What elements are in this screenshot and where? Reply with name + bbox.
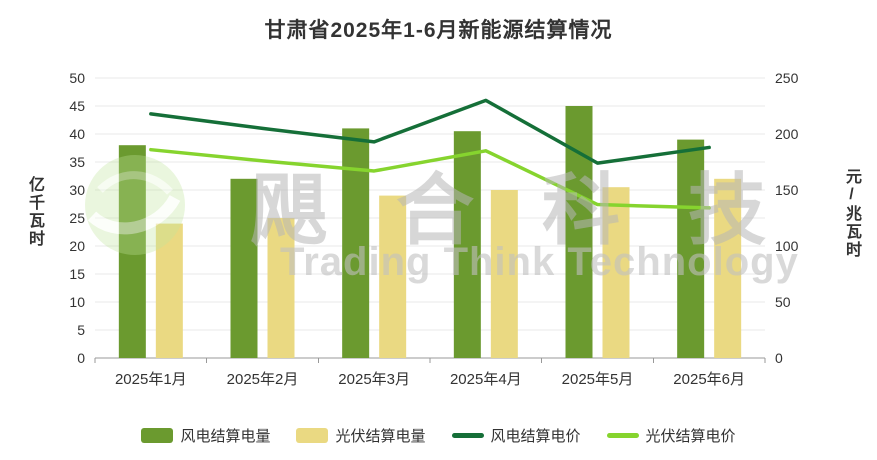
line-wind-price[interactable] xyxy=(149,98,711,165)
legend-label: 风电结算电量 xyxy=(180,428,271,445)
chart-title: 甘肃省2025年1-6月新能源结算情况 xyxy=(264,19,613,42)
bar-pv-volume[interactable] xyxy=(379,195,407,358)
left-axis-title: 亿千瓦时 xyxy=(26,176,43,248)
bar-pv-volume[interactable] xyxy=(490,190,518,358)
right-axis-tick-label: 100 xyxy=(775,238,799,254)
bar-wind-volume[interactable] xyxy=(677,139,705,358)
legend-item[interactable]: 风电结算电价 xyxy=(451,425,581,446)
left-axis-tick-label: 35 xyxy=(69,154,85,170)
left-axis-tick-label: 30 xyxy=(69,182,85,198)
bar-wind-volume[interactable] xyxy=(118,145,146,358)
right-axis-tick-label: 200 xyxy=(775,126,799,142)
legend-label: 光伏结算电量 xyxy=(335,428,426,445)
bar-wind-volume[interactable] xyxy=(230,178,258,358)
bar-wind-volume[interactable] xyxy=(342,128,370,358)
right-axis-tick-label: 150 xyxy=(775,182,799,198)
x-axis-category-label: 2025年1月 xyxy=(115,371,187,388)
bar-wind-volume[interactable] xyxy=(565,106,593,358)
bar-pv-volume[interactable] xyxy=(155,223,183,358)
left-axis-tick-label: 10 xyxy=(69,294,85,310)
left-axis-tick-label: 40 xyxy=(69,126,85,142)
right-axis-tick-label: 250 xyxy=(775,70,799,86)
bar-pv-volume[interactable] xyxy=(602,187,630,358)
legend-bar-marker xyxy=(141,428,174,443)
bar-wind-volume[interactable] xyxy=(453,131,481,358)
legend-item[interactable]: 风电结算电量 xyxy=(141,425,270,446)
x-axis-category-label: 2025年3月 xyxy=(338,371,410,388)
x-axis-category-label: 2025年2月 xyxy=(227,371,299,388)
x-axis-category-label: 2025年5月 xyxy=(562,371,634,388)
legend-bar-marker xyxy=(296,428,329,443)
left-axis-tick-label: 20 xyxy=(69,238,85,254)
left-axis-tick-label: 0 xyxy=(77,350,85,366)
x-axis-category-label: 2025年4月 xyxy=(450,371,522,388)
right-axis-tick-label: 50 xyxy=(775,294,791,310)
line-pv-price[interactable] xyxy=(149,147,711,210)
left-axis-tick-label: 45 xyxy=(69,98,85,114)
left-axis-tick-label: 15 xyxy=(69,266,85,282)
bar-pv-volume[interactable] xyxy=(267,218,295,358)
legend-label: 光伏结算电价 xyxy=(645,428,736,445)
legend-label: 风电结算电价 xyxy=(490,428,581,445)
legend-item[interactable]: 光伏结算电量 xyxy=(296,425,426,446)
left-axis-tick-label: 50 xyxy=(69,70,85,86)
right-axis-tick-label: 0 xyxy=(775,350,783,366)
legend-item[interactable]: 光伏结算电价 xyxy=(606,425,736,446)
x-axis-category-label: 2025年6月 xyxy=(673,371,745,388)
left-axis-tick-label: 5 xyxy=(77,322,85,338)
legend-line-marker xyxy=(451,433,484,438)
right-axis-title: 元/兆瓦时 xyxy=(843,168,860,259)
bar-pv-volume[interactable] xyxy=(714,178,742,358)
legend: 风电结算电量 光伏结算电量 风电结算电价 光伏结算电价 xyxy=(0,425,877,446)
legend-line-marker xyxy=(606,433,639,438)
left-axis-tick-label: 25 xyxy=(69,210,85,226)
